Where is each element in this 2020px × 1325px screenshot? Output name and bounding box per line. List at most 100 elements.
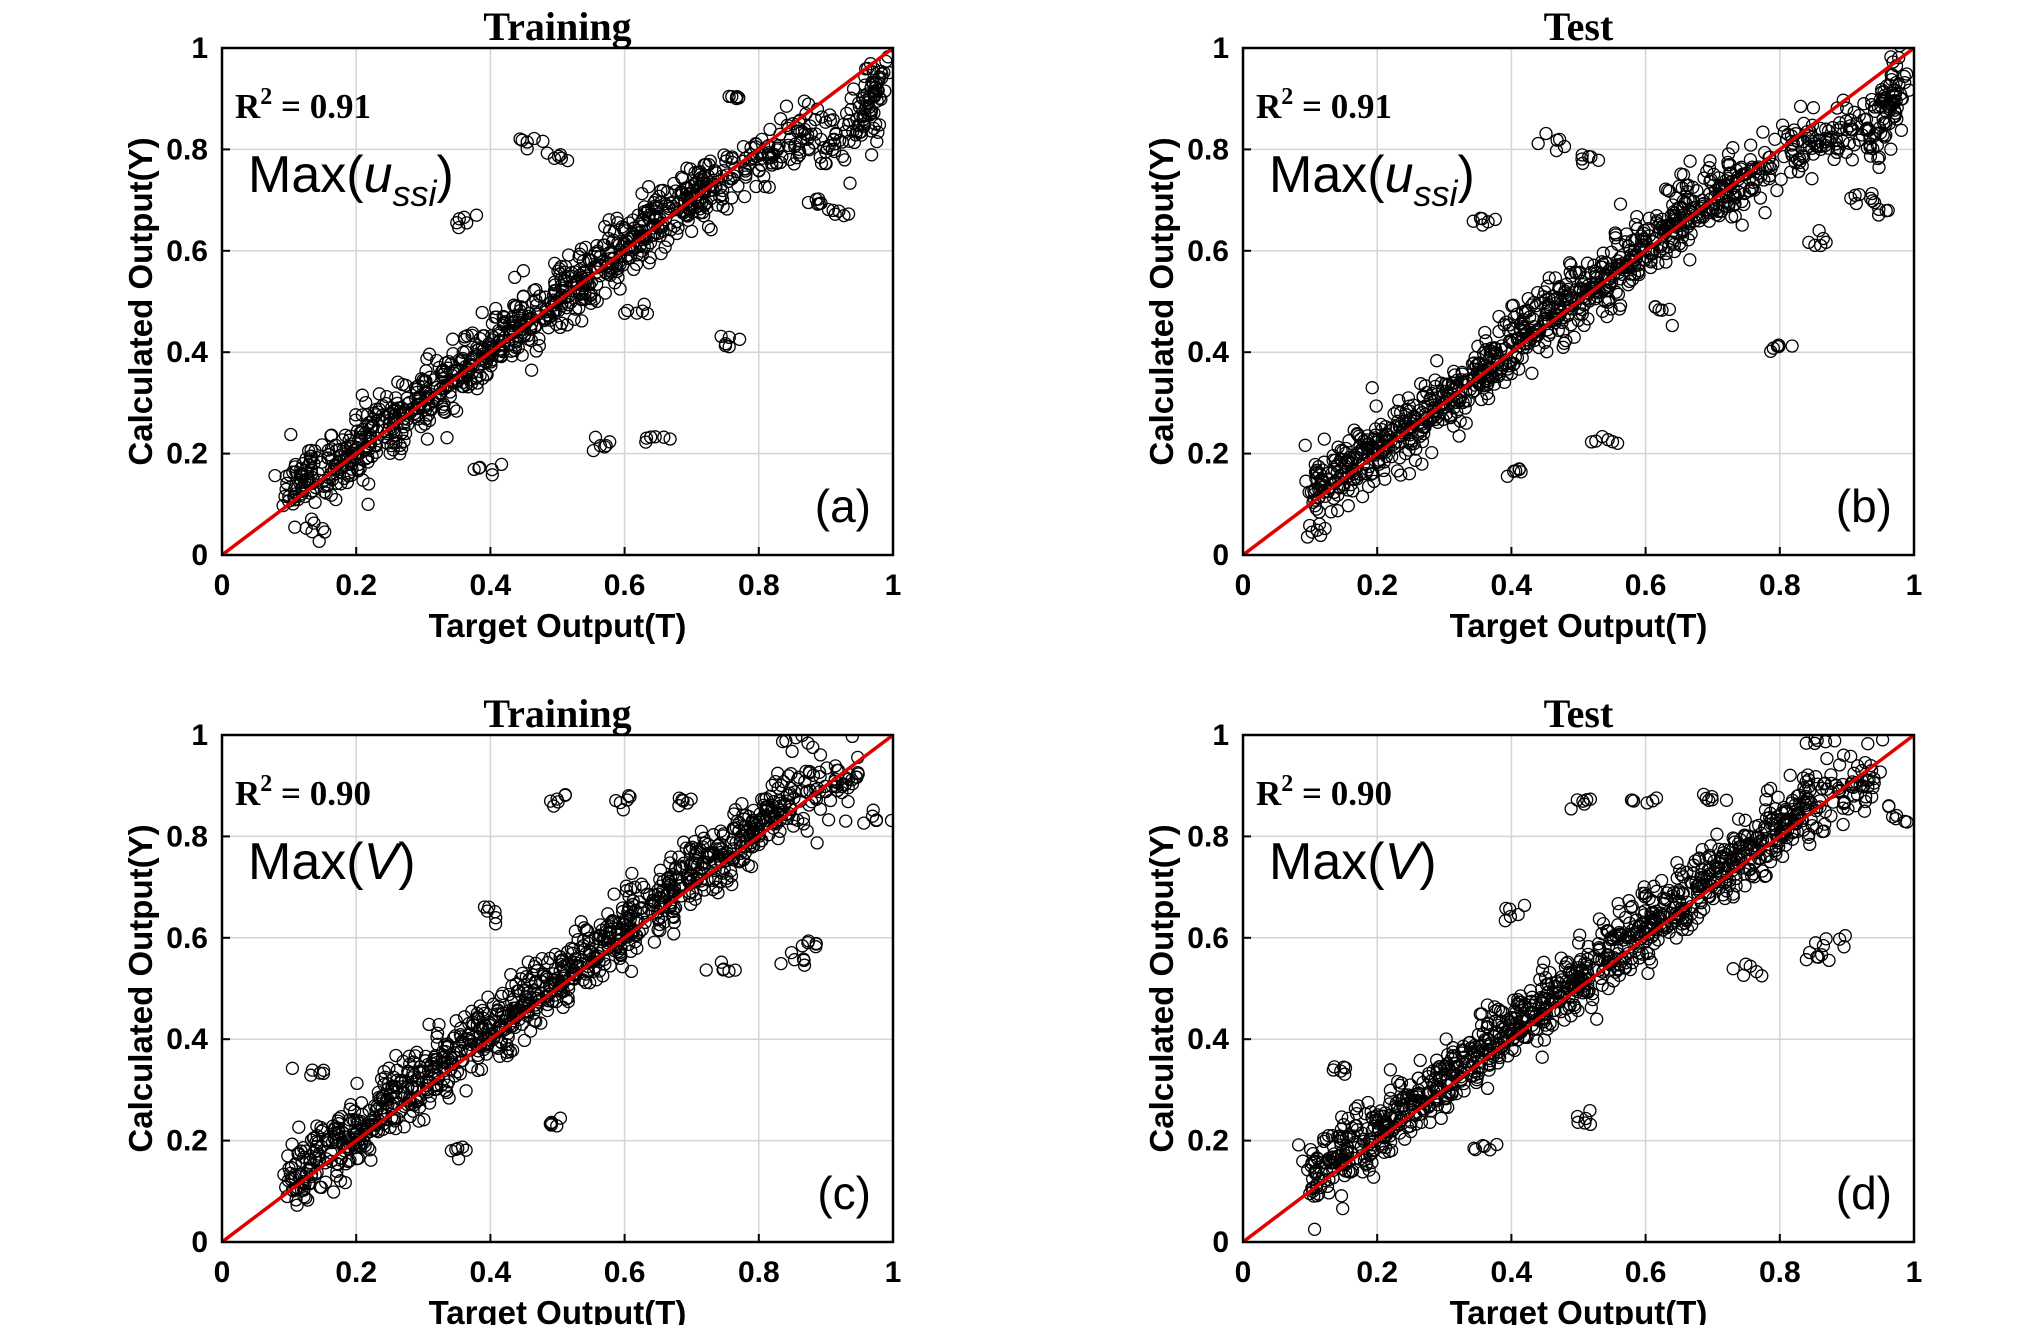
variable-suffix: ) [1457, 146, 1474, 204]
data-point [290, 1198, 304, 1212]
data-point [470, 1010, 485, 1024]
data-point [484, 343, 498, 357]
outlier-point [1300, 530, 1315, 544]
data-point [359, 395, 373, 410]
data-point [354, 1128, 368, 1142]
y-tick-label: 0.8 [1187, 133, 1229, 166]
data-point [1587, 258, 1601, 272]
outlier-point [1640, 796, 1654, 810]
data-point [1331, 488, 1345, 502]
data-point [309, 1135, 323, 1149]
data-point [1751, 160, 1766, 174]
data-point [598, 220, 612, 234]
data-point [1669, 931, 1683, 945]
data-point [1375, 422, 1389, 437]
data-point [381, 1077, 395, 1091]
outlier-point [1610, 436, 1625, 450]
data-point [491, 1004, 505, 1018]
data-point [524, 333, 539, 348]
data-point [1391, 1074, 1405, 1089]
data-point [701, 220, 716, 234]
data-point [769, 156, 784, 171]
data-point [1574, 274, 1589, 288]
data-point [1366, 432, 1381, 447]
outlier-point [457, 210, 471, 224]
outlier-point [467, 462, 481, 477]
data-point [1291, 1138, 1306, 1152]
outlier-point [637, 297, 651, 311]
data-point [580, 924, 595, 938]
data-point [1845, 153, 1859, 167]
data-point [1642, 211, 1656, 225]
data-point [1684, 227, 1698, 241]
panel-label: (a) [815, 480, 871, 532]
data-point [1537, 1033, 1552, 1047]
data-point [1434, 1111, 1448, 1125]
outlier-point [675, 793, 689, 807]
outlier-point [1625, 793, 1639, 807]
data-point [1716, 846, 1731, 860]
data-point [871, 48, 878, 49]
outlier-point [796, 952, 811, 966]
outlier-point [1849, 196, 1863, 211]
data-point [1680, 184, 1694, 199]
x-tick-label: 0 [1235, 569, 1252, 602]
data-point [589, 973, 604, 987]
data-point [732, 853, 746, 868]
x-tick-label: 0.6 [604, 1256, 646, 1289]
outlier-point [1575, 148, 1589, 162]
data-point [317, 485, 331, 499]
data-point [1446, 376, 1461, 390]
data-point [1377, 1109, 1391, 1123]
data-point [1727, 832, 1742, 846]
data-point [1777, 149, 1791, 164]
data-point [1539, 307, 1553, 322]
data-point [527, 1013, 542, 1028]
outlier-point [304, 1068, 318, 1082]
data-point [1865, 790, 1879, 804]
data-point [540, 1003, 555, 1018]
data-point [1756, 125, 1770, 139]
outlier-point [554, 151, 569, 165]
outlier-point [1514, 465, 1528, 479]
data-point [1718, 891, 1732, 906]
data-point [489, 301, 503, 316]
outlier-point [1719, 793, 1734, 807]
x-axis-label: Target Output(T) [1450, 1294, 1708, 1325]
outlier-point [316, 1063, 331, 1077]
data-point [1595, 978, 1609, 992]
data-point [1611, 918, 1625, 932]
data-point [669, 860, 683, 875]
outlier-point [1702, 793, 1716, 807]
data-point [309, 1139, 324, 1154]
data-point [1512, 362, 1526, 376]
data-points [268, 48, 893, 548]
data-point [1504, 1010, 1518, 1025]
data-point [417, 374, 432, 388]
data-point [1459, 416, 1473, 430]
data-point [651, 923, 665, 937]
panel-label: (c) [817, 1167, 871, 1219]
y-tick-label: 0 [191, 1226, 208, 1259]
x-tick-label: 0.8 [738, 1256, 780, 1289]
data-point [732, 824, 746, 838]
data-point [652, 917, 667, 932]
outlier-point [1517, 898, 1532, 913]
outlier-point [1648, 300, 1662, 314]
variable-prefix: Max( [1269, 146, 1385, 204]
y-tick-label: 0 [1212, 539, 1229, 572]
data-point [354, 432, 369, 447]
outlier-point [1338, 1067, 1352, 1081]
data-point [1650, 884, 1664, 898]
data-point [1399, 408, 1413, 422]
data-point [1531, 285, 1545, 300]
data-point [355, 388, 369, 402]
data-point [683, 842, 697, 856]
data-point [354, 1096, 369, 1110]
outlier-point [866, 803, 880, 817]
data-point [1709, 207, 1724, 222]
data-point [1753, 191, 1768, 205]
data-point [623, 912, 637, 926]
outlier-point [784, 945, 799, 960]
